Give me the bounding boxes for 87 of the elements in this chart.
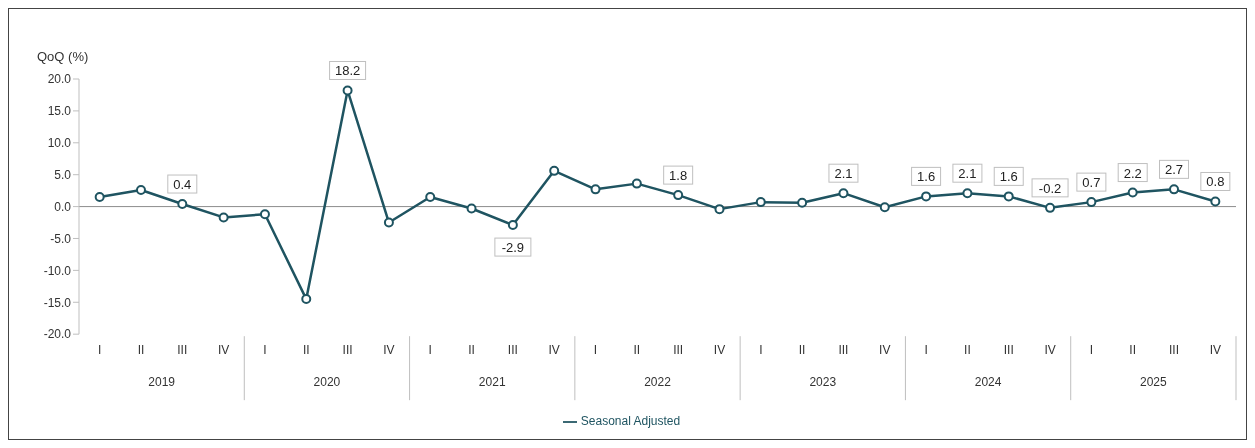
x-tick-label: II — [798, 343, 806, 358]
y-tick-label: 0.0 — [54, 199, 72, 214]
x-tick-label: I — [593, 343, 598, 358]
y-axis-title: QoQ (%) — [37, 49, 89, 64]
point — [425, 192, 436, 203]
text: 2024 — [974, 375, 1002, 390]
data-label: 18.2 — [334, 63, 361, 79]
data-label: 0.7 — [1082, 175, 1101, 191]
point — [301, 294, 312, 305]
point — [1045, 202, 1056, 213]
point — [631, 178, 642, 189]
y-tick-label: 10.0 — [47, 136, 72, 151]
point — [921, 191, 932, 202]
x-tick-label: I — [428, 343, 432, 358]
x-tick-label: II — [633, 343, 641, 358]
data-label: 1.6 — [917, 169, 936, 185]
point — [962, 188, 973, 199]
x-tick-label: I — [97, 343, 102, 358]
point — [218, 212, 229, 223]
x-tick-label: II — [137, 343, 145, 358]
data-label: 2.7 — [1164, 162, 1184, 178]
point — [94, 192, 105, 203]
point — [507, 220, 518, 231]
data-label: 1.6 — [999, 169, 1018, 185]
point — [177, 199, 188, 210]
y-tick-label: -5.0 — [50, 231, 72, 246]
point — [1086, 197, 1097, 208]
x-tick-label: III — [838, 343, 849, 358]
x-tick-label: I — [924, 343, 928, 358]
x-tick-label: II — [964, 343, 971, 358]
x-tick-label: III — [1169, 343, 1180, 358]
y-tick-label: 15.0 — [47, 104, 72, 119]
text: 2022 — [644, 375, 672, 390]
x-tick-label: IV — [879, 343, 891, 358]
x-tick-label: III — [673, 343, 684, 358]
x-tick-label: IV — [217, 343, 230, 358]
x-tick-label: II — [1129, 343, 1137, 358]
point — [466, 203, 477, 214]
point — [673, 190, 684, 201]
data-label: 2.2 — [1123, 165, 1142, 181]
y-tick-label: 5.0 — [54, 167, 72, 182]
x-tick-label: II — [302, 343, 310, 358]
data-label: 2.1 — [958, 166, 977, 182]
data-label: -2.9 — [501, 240, 525, 256]
x-tick-label: III — [1003, 343, 1014, 358]
y-tick-label: 20.0 — [47, 72, 72, 87]
data-label: 0.4 — [173, 177, 192, 193]
text: 2020 — [313, 375, 341, 390]
point — [383, 217, 394, 228]
data-label: -0.2 — [1038, 180, 1062, 196]
point — [135, 185, 146, 195]
y-tick-label: -10.0 — [43, 263, 72, 278]
x-tick-label: II — [468, 343, 475, 358]
point — [797, 197, 808, 208]
point — [549, 165, 560, 176]
point — [590, 184, 601, 195]
point — [1003, 191, 1014, 202]
x-tick-label: IV — [1209, 343, 1222, 358]
point — [879, 202, 890, 213]
x-tick-label: I — [759, 343, 763, 358]
x-tick-label: I — [1089, 343, 1094, 358]
point — [259, 209, 270, 220]
data-label: 1.8 — [669, 168, 688, 184]
point — [1210, 196, 1221, 207]
text: 2021 — [478, 375, 506, 390]
x-tick-label: IV — [548, 343, 560, 358]
y-tick-label: -20.0 — [43, 327, 72, 342]
x-tick-label: IV — [383, 343, 395, 358]
text: 2023 — [809, 375, 837, 390]
data-label: 0.8 — [1206, 174, 1225, 190]
point — [838, 188, 849, 199]
point — [1127, 187, 1138, 198]
x-tick-label: III — [342, 343, 353, 358]
x-tick-label: IV — [1044, 343, 1056, 358]
text: 2025 — [1140, 375, 1168, 390]
legend-label: Seasonal Adjusted — [580, 414, 681, 429]
data-label: 2.1 — [834, 166, 853, 182]
point — [714, 204, 725, 215]
y-tick-label: -15.0 — [43, 295, 72, 310]
point — [342, 85, 353, 96]
x-tick-label: I — [263, 343, 267, 358]
x-tick-label: III — [177, 343, 188, 358]
point — [1169, 184, 1180, 195]
text: 2019 — [148, 375, 176, 390]
x-tick-label: III — [507, 343, 518, 358]
x-tick-label: IV — [713, 343, 726, 358]
point — [755, 197, 766, 208]
